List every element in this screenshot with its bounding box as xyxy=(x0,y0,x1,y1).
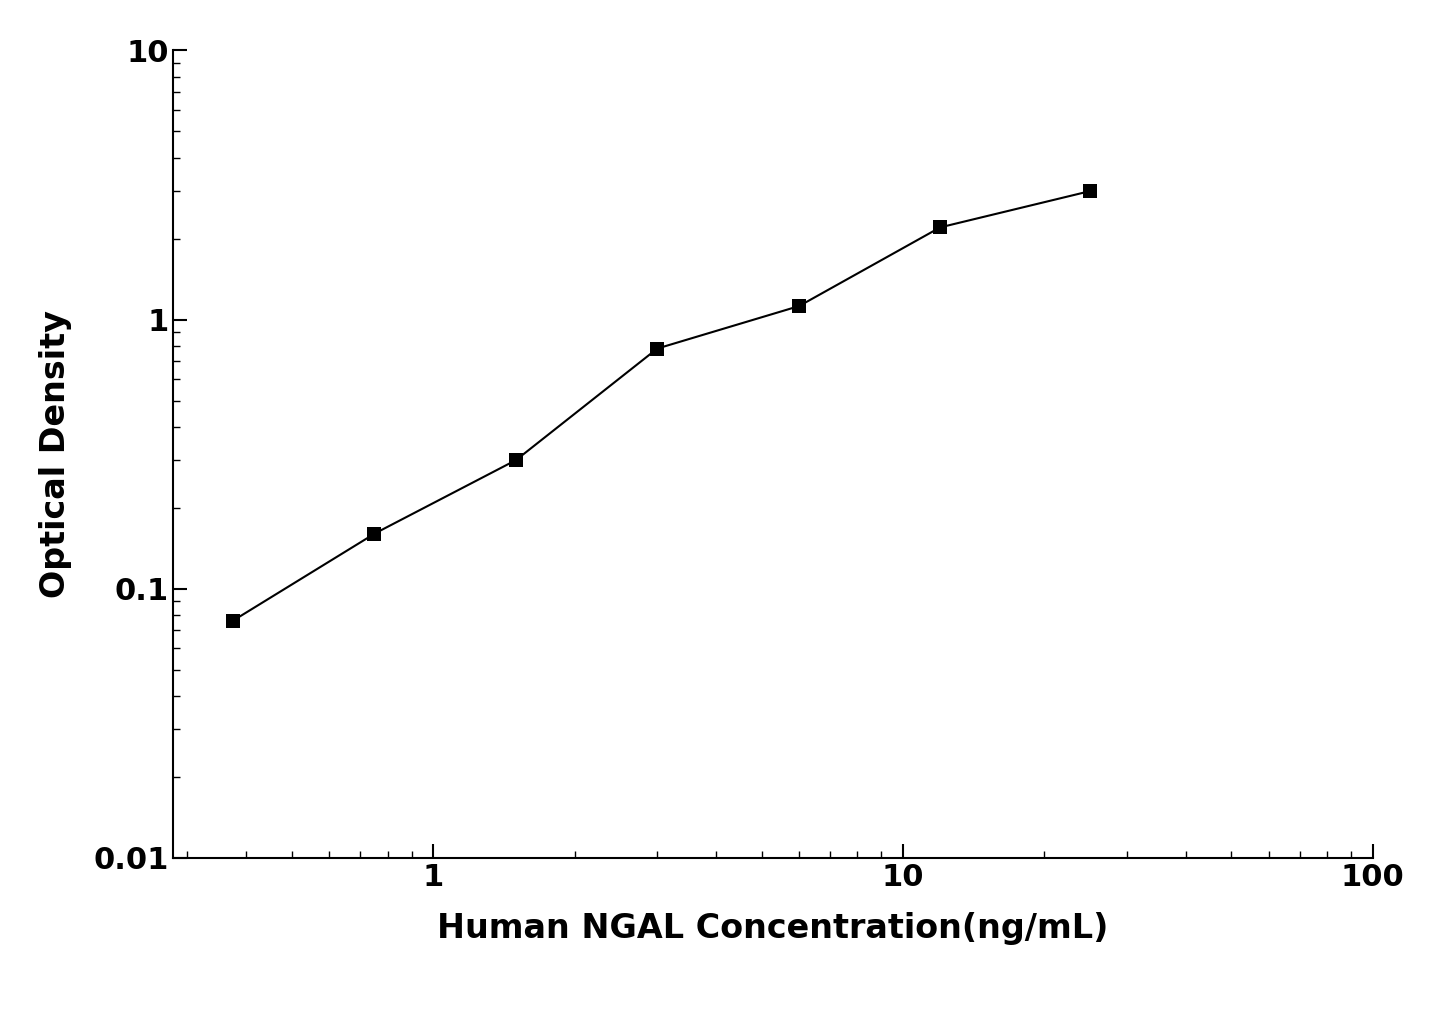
Point xyxy=(363,526,386,542)
Y-axis label: Optical Density: Optical Density xyxy=(39,310,72,598)
X-axis label: Human NGAL Concentration(ng/mL): Human NGAL Concentration(ng/mL) xyxy=(438,912,1108,945)
Point xyxy=(504,452,527,468)
Point xyxy=(788,299,811,315)
Point xyxy=(646,340,669,356)
Point xyxy=(1078,183,1101,199)
Point xyxy=(221,612,244,629)
Point xyxy=(929,219,952,235)
